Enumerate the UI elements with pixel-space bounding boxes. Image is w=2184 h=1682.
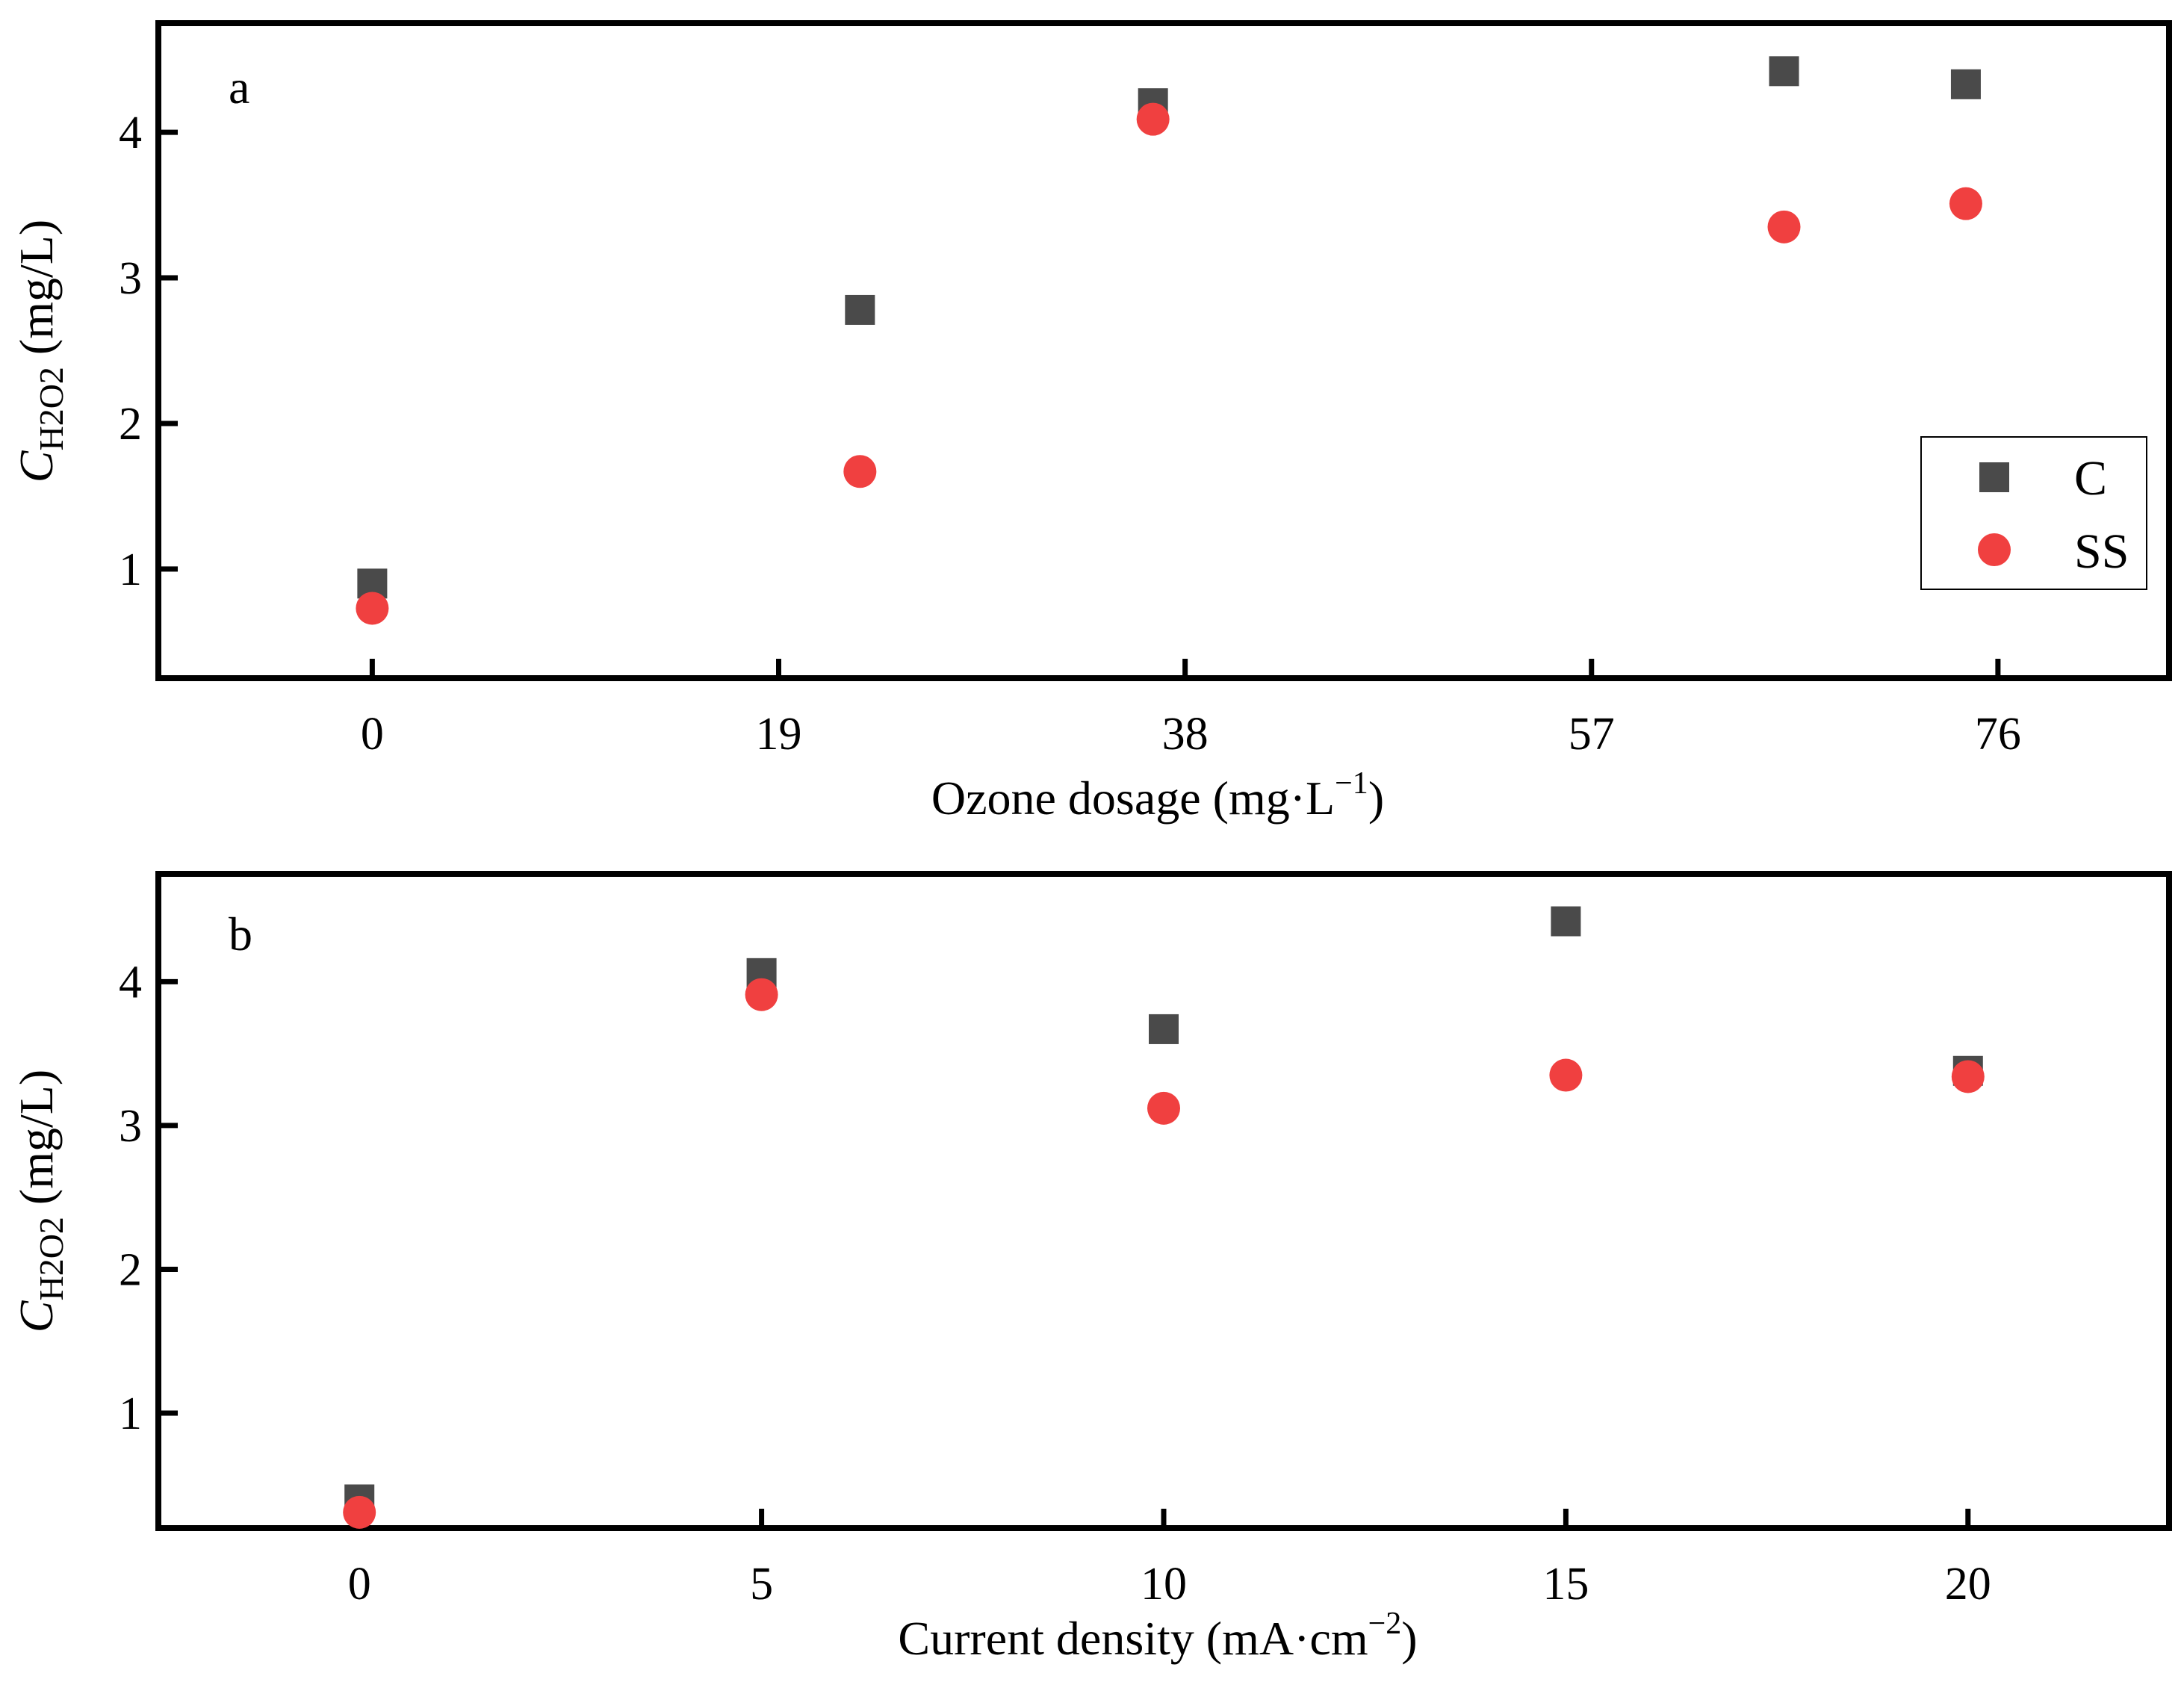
legend-marker-ss xyxy=(1978,533,2011,566)
y-ticks-b: 1 2 3 4 xyxy=(119,957,178,1439)
panel-b: b 1 2 3 4 0 5 10 15 20 Current density (mA·cm−2… xyxy=(10,871,2172,1665)
point-ss xyxy=(1136,102,1170,136)
panel-label-b: b xyxy=(229,907,252,961)
y-tick-label: 2 xyxy=(119,1244,142,1295)
legend-marker-c xyxy=(1979,462,2009,492)
plot-frame-a xyxy=(155,20,2172,681)
x-ticks-b: 0 5 10 15 20 xyxy=(348,1509,1991,1610)
point-ss xyxy=(745,978,778,1011)
point-ss xyxy=(343,1495,376,1529)
x-tick-label: 5 xyxy=(750,1559,773,1610)
x-axis-title-b: Current density (mA·cm−2) xyxy=(898,1607,1417,1665)
y-tick-label: 3 xyxy=(119,1101,142,1152)
point-c xyxy=(1769,56,1799,87)
point-c xyxy=(1950,69,1981,99)
y-tick-label: 1 xyxy=(119,544,142,595)
panel-a: a 1 2 3 4 0 19 38 57 76 Ozone dosage (mg·L−1) C… xyxy=(10,20,2172,825)
y-tick-label: 1 xyxy=(119,1388,142,1439)
x-tick-label: 0 xyxy=(348,1559,371,1610)
panel-label-a: a xyxy=(229,60,249,114)
y-axis-title-b: CH2O2 (mg/L) xyxy=(10,1070,70,1332)
y-tick-label: 2 xyxy=(119,399,142,450)
point-ss xyxy=(1949,187,1982,220)
data-marks-b xyxy=(343,906,1985,1529)
y-ticks-a: 1 2 3 4 xyxy=(119,108,178,595)
point-ss xyxy=(1767,210,1801,243)
x-tick-label: 20 xyxy=(1945,1559,1991,1610)
data-marks-a xyxy=(356,56,1982,625)
point-ss xyxy=(1951,1060,1985,1093)
point-c xyxy=(1149,1014,1179,1044)
x-tick-label: 76 xyxy=(1975,709,2021,760)
point-ss xyxy=(356,592,389,625)
legend-label-ss: SS xyxy=(2074,524,2129,579)
point-c xyxy=(1551,906,1581,937)
x-tick-label: 15 xyxy=(1542,1559,1589,1610)
x-tick-label: 19 xyxy=(756,709,802,760)
point-ss xyxy=(1147,1091,1180,1125)
point-ss xyxy=(1549,1058,1583,1092)
plot-frame-b xyxy=(155,871,2172,1531)
x-tick-label: 10 xyxy=(1141,1559,1187,1610)
legend-frame xyxy=(1920,436,2147,590)
legend-label-c: C xyxy=(2074,451,2107,506)
y-tick-label: 4 xyxy=(119,108,142,158)
y-axis-title-a: CH2O2 (mg/L) xyxy=(10,220,70,482)
x-axis-title-a: Ozone dosage (mg·L−1) xyxy=(931,766,1384,825)
x-tick-label: 38 xyxy=(1162,709,1209,760)
x-ticks-a: 0 19 38 57 76 xyxy=(361,659,2021,760)
y-tick-label: 4 xyxy=(119,957,142,1008)
x-tick-label: 57 xyxy=(1569,709,1615,760)
point-c xyxy=(845,294,875,325)
legend: C SS xyxy=(1920,436,2147,590)
x-tick-label: 0 xyxy=(361,709,384,760)
y-tick-label: 3 xyxy=(119,253,142,304)
point-ss xyxy=(843,455,877,488)
